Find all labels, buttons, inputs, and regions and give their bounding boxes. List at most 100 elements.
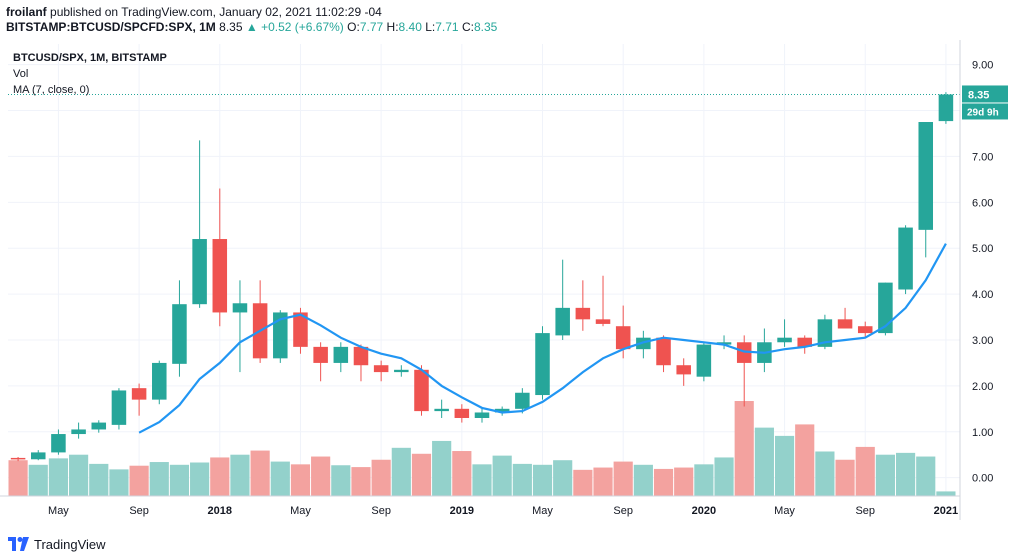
publish-line: froilanf published on TradingView.com, J… xyxy=(6,5,382,19)
candle-body xyxy=(555,307,570,336)
footer-brand[interactable]: TradingView xyxy=(8,534,106,554)
high-label: H: xyxy=(386,20,399,34)
candle-body xyxy=(232,303,248,313)
candle-body xyxy=(656,337,671,366)
legend-ma[interactable]: MA (7, close, 0) xyxy=(13,84,90,96)
x-tick-label: 2018 xyxy=(208,505,232,517)
volume-bar xyxy=(230,454,250,496)
candle-body xyxy=(51,434,66,453)
volume-bar xyxy=(89,463,109,496)
volume-bar xyxy=(411,453,432,496)
change-value: +0.52 (+6.67%) xyxy=(261,20,344,34)
candle-body xyxy=(515,392,530,409)
volume-bar xyxy=(290,464,311,496)
low-label: L: xyxy=(425,20,436,34)
y-tick-label: 5.00 xyxy=(972,243,993,255)
x-tick-label: 2021 xyxy=(934,505,958,517)
candle-body xyxy=(535,333,550,396)
volume-bar xyxy=(492,455,512,496)
candle-body xyxy=(837,319,853,329)
y-tick-label: 4.00 xyxy=(972,289,993,301)
y-tick-label: 3.00 xyxy=(972,335,993,347)
candle-body xyxy=(898,227,913,290)
x-tick-label: 2019 xyxy=(450,505,474,517)
volume-bar xyxy=(835,459,855,496)
volume-bar xyxy=(472,464,492,496)
volume-bar xyxy=(613,461,633,496)
volume-bar xyxy=(169,464,190,496)
volume-bar xyxy=(875,454,895,496)
volume-bar xyxy=(855,446,875,496)
volume-bar xyxy=(210,457,230,496)
footer-brand-text: TradingView xyxy=(34,536,106,552)
candlestick-chart[interactable]: 9.008.007.006.005.004.003.002.001.000.00… xyxy=(0,40,1024,520)
volume-bar xyxy=(573,469,593,496)
candle-body xyxy=(10,457,26,460)
candle-body xyxy=(817,319,833,347)
x-tick-label: 2020 xyxy=(692,505,716,517)
legend-volume[interactable]: Vol xyxy=(13,68,29,80)
candle-body xyxy=(373,365,389,373)
candle-body xyxy=(313,346,328,363)
candle-body xyxy=(595,319,611,324)
volume-bar xyxy=(270,461,290,496)
volume-bar xyxy=(714,457,734,496)
candle-body xyxy=(676,365,691,375)
candle-body xyxy=(414,369,429,412)
y-tick-label: 2.00 xyxy=(972,381,993,393)
volume-bar xyxy=(331,465,351,496)
volume-bar xyxy=(674,467,694,496)
candle-body xyxy=(575,307,591,320)
x-tick-label: May xyxy=(774,505,795,517)
volume-bar xyxy=(815,451,835,496)
candle-body xyxy=(474,412,490,418)
candle-body xyxy=(71,429,86,435)
candle-body xyxy=(333,346,349,363)
volume-bar xyxy=(190,462,210,496)
symbol-line: BITSTAMP:BTCUSD/SPCFD:SPX, 1M 8.35 ▲ +0.… xyxy=(6,20,497,34)
x-tick-label: Sep xyxy=(371,505,391,517)
candle-body xyxy=(494,408,510,413)
volume-bar xyxy=(149,462,169,496)
chart-area[interactable]: 9.008.007.006.005.004.003.002.001.000.00… xyxy=(0,40,1024,520)
x-tick-label: May xyxy=(48,505,69,517)
candle-body xyxy=(797,337,812,347)
countdown-value: 29d 9h xyxy=(967,107,999,118)
volume-bar xyxy=(553,460,573,496)
price-tag-value: 8.35 xyxy=(968,89,989,101)
volume-bar xyxy=(593,467,613,496)
volume-bar xyxy=(916,456,936,496)
volume-bar xyxy=(734,401,754,496)
tradingview-logo-icon xyxy=(8,537,29,551)
volume-bar xyxy=(391,447,411,496)
countdown-tag xyxy=(962,103,1008,120)
volume-bar xyxy=(774,435,795,496)
candle-body xyxy=(152,362,167,400)
legend-title: BTCUSD/SPX, 1M, BITSTAMP xyxy=(13,52,167,64)
open-label: O: xyxy=(347,20,360,34)
y-tick-label: 0.00 xyxy=(972,473,993,485)
volume-bar xyxy=(250,450,270,496)
candle-body xyxy=(353,346,369,366)
volume-bar xyxy=(694,464,714,496)
y-tick-label: 1.00 xyxy=(972,427,993,439)
volume-bar xyxy=(452,451,472,496)
volume-bar xyxy=(633,464,653,496)
close-value: 8.35 xyxy=(473,20,498,34)
candle-body xyxy=(91,422,107,430)
volume-bar xyxy=(69,454,89,496)
candle-body xyxy=(293,312,308,347)
up-arrow-icon: ▲ xyxy=(245,20,258,34)
candle-body xyxy=(918,122,934,230)
price-tag xyxy=(962,85,1008,103)
candle-body xyxy=(111,390,127,425)
y-tick-label: 9.00 xyxy=(972,60,993,72)
candle-body xyxy=(777,337,792,343)
ma-line xyxy=(138,243,947,434)
volume-bar xyxy=(109,469,129,496)
candle-body xyxy=(212,239,228,313)
volume-bar xyxy=(795,424,815,496)
volume-bar xyxy=(432,440,452,496)
candle-body xyxy=(454,408,470,418)
volume-bar xyxy=(351,467,371,496)
